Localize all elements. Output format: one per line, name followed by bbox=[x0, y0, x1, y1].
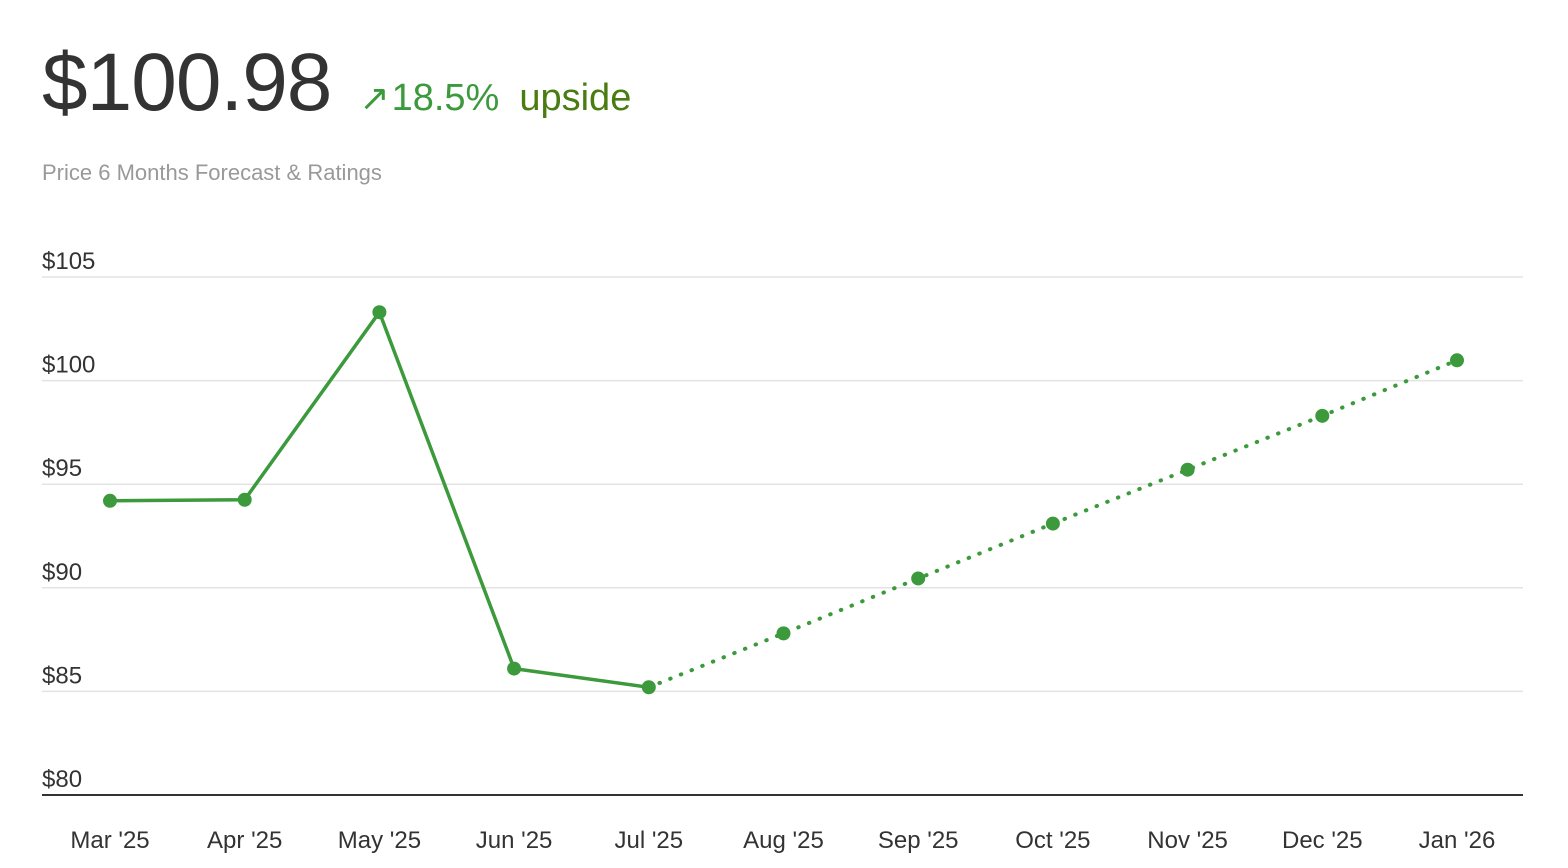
forecast-point[interactable] bbox=[911, 571, 926, 586]
y-tick-label: $90 bbox=[42, 559, 82, 586]
forecast-point[interactable] bbox=[1180, 462, 1195, 477]
x-tick-label: Mar '25 bbox=[70, 827, 149, 854]
y-tick-label: $100 bbox=[42, 352, 95, 379]
y-tick-label: $95 bbox=[42, 455, 82, 482]
chart-subtitle: Price 6 Months Forecast & Ratings bbox=[42, 160, 382, 185]
up-right-arrow-icon: ↗ bbox=[359, 77, 390, 118]
x-tick-label: Nov '25 bbox=[1147, 827, 1228, 854]
x-tick-label: Aug '25 bbox=[743, 827, 824, 854]
forecast-point[interactable] bbox=[1450, 353, 1464, 368]
historical-point[interactable] bbox=[237, 492, 252, 507]
change-indicator: ↗ 18.5% upside bbox=[359, 77, 631, 120]
x-tick-label: Dec '25 bbox=[1282, 827, 1363, 854]
data-points bbox=[103, 305, 1464, 695]
historical-point[interactable] bbox=[372, 305, 387, 320]
forecast-point[interactable] bbox=[776, 626, 791, 641]
change-percent: 18.5% bbox=[391, 77, 500, 119]
x-tick-label: Jan '26 bbox=[1419, 827, 1496, 854]
historical-line bbox=[108, 310, 651, 690]
y-axis-ticks: $105 $100 $95 $90 $85 $80 bbox=[42, 248, 95, 793]
x-axis-ticks: Mar '25 Apr '25 May '25 Jun '25 Jul '25 Aug '… bbox=[70, 827, 1495, 854]
x-tick-label: Oct '25 bbox=[1015, 827, 1090, 854]
grid-lines bbox=[42, 276, 1523, 796]
forecast-point[interactable] bbox=[1315, 408, 1330, 423]
historical-point[interactable] bbox=[507, 661, 522, 676]
y-tick-label: $85 bbox=[42, 662, 82, 689]
historical-point[interactable] bbox=[103, 493, 117, 508]
y-tick-label: $105 bbox=[42, 248, 95, 275]
x-tick-label: Jun '25 bbox=[476, 827, 553, 854]
x-tick-label: Sep '25 bbox=[878, 827, 959, 854]
historical-point[interactable] bbox=[641, 680, 656, 695]
current-forecast-price: $100.98 bbox=[42, 37, 332, 128]
x-tick-label: Jul '25 bbox=[614, 827, 683, 854]
y-tick-label: $80 bbox=[42, 766, 82, 793]
x-tick-label: Apr '25 bbox=[207, 827, 282, 854]
forecast-point[interactable] bbox=[1045, 516, 1060, 531]
x-tick-label: May '25 bbox=[338, 827, 421, 854]
price-header: $100.98 ↗ 18.5% upside bbox=[42, 42, 631, 124]
change-label: upside bbox=[519, 77, 632, 119]
